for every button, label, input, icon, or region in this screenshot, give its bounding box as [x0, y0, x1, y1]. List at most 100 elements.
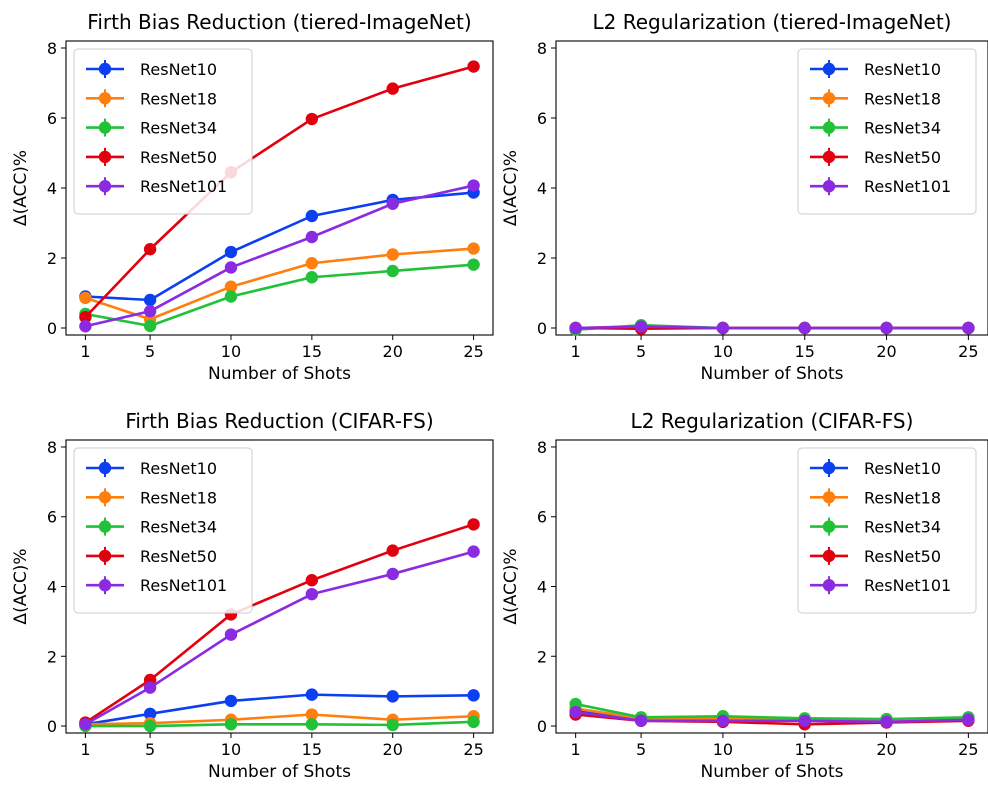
y-axis-label: Δ(ACC)%	[11, 150, 31, 226]
series-line-resnet50	[84, 65, 474, 319]
chart-panel-1: Firth Bias Reduction (tiered-ImageNet)1 5…	[11, 10, 494, 384]
x-tick-label: 1	[571, 740, 581, 759]
data-point	[386, 248, 399, 261]
x-tick-label: 1	[80, 342, 90, 361]
y-tick-label: 0	[537, 319, 547, 338]
chart-panel-2: L2 Regularization (tiered-ImageNet)1 5 10 1…	[501, 10, 988, 384]
legend-marker	[822, 461, 836, 475]
legend-label: ResNet34	[140, 119, 217, 138]
legend-box	[797, 447, 977, 614]
data-point	[224, 718, 238, 731]
legend-label: ResNet101	[140, 576, 227, 595]
data-point	[386, 544, 399, 557]
legend-box	[73, 48, 253, 215]
x-tick-label: 5	[145, 342, 155, 361]
series-line-resnet34	[575, 702, 969, 721]
legend: ResNet10 ResNet18 ResNet34 ResNet50 ResNet10…	[73, 447, 253, 614]
data-point	[467, 60, 480, 73]
x-tick-label: 15	[302, 740, 322, 759]
series-resnet101	[569, 320, 975, 335]
legend-label: ResNet18	[864, 488, 941, 507]
data-point	[386, 82, 399, 95]
y-tick-label: 6	[537, 508, 547, 527]
x-tick-label: 15	[302, 342, 322, 361]
legend: ResNet10 ResNet18 ResNet34 ResNet50 ResNet10…	[797, 447, 977, 614]
y-axis-label: Δ(ACC)%	[501, 548, 521, 624]
y-tick-label: 0	[47, 717, 57, 736]
series-line-resnet18	[85, 247, 474, 321]
y-tick-label: 0	[47, 319, 57, 338]
legend-label: ResNet101	[864, 177, 951, 196]
legend-marker	[98, 62, 112, 76]
x-tick-label: 20	[383, 740, 403, 759]
y-tick-label: 8	[537, 438, 547, 457]
y-tick-label: 6	[537, 109, 547, 128]
data-point	[143, 319, 157, 333]
y-axis-label: Δ(ACC)%	[11, 548, 31, 624]
data-point	[467, 258, 480, 271]
series-resnet101	[569, 705, 975, 729]
y-tick-label: 2	[537, 647, 547, 666]
x-tick-label: 20	[876, 342, 896, 361]
legend-marker	[822, 491, 836, 504]
data-point	[716, 321, 730, 335]
series-line-resnet101	[85, 184, 474, 328]
legend-marker	[822, 549, 836, 563]
data-point	[79, 291, 92, 305]
legend-marker	[98, 92, 112, 105]
y-tick-label: 0	[537, 717, 547, 736]
data-point	[467, 545, 480, 558]
legend-marker	[822, 579, 836, 592]
y-tick-label: 6	[47, 109, 57, 128]
x-axis-label: Number of Shots	[701, 762, 844, 782]
data-point	[305, 688, 319, 701]
x-tick-label: 20	[383, 342, 403, 361]
chart-title: Firth Bias Reduction (CIFAR-FS)	[125, 409, 433, 433]
series-line-resnet10	[85, 191, 474, 302]
legend: ResNet10 ResNet18 ResNet34 ResNet50 ResNet10…	[73, 48, 253, 215]
data-point	[305, 718, 319, 731]
legend-label: ResNet18	[140, 89, 217, 108]
series-line-resnet101	[84, 550, 474, 726]
legend-label: ResNet50	[140, 547, 217, 566]
data-point	[467, 179, 480, 192]
x-axis-label: Number of Shots	[208, 762, 351, 782]
legend-label: ResNet10	[140, 459, 217, 478]
data-point	[962, 321, 975, 335]
series-resnet101	[79, 545, 480, 731]
y-tick-label: 4	[47, 179, 57, 198]
legend-label: ResNet50	[864, 547, 941, 566]
legend-label: ResNet34	[864, 119, 941, 138]
y-tick-label: 8	[47, 39, 57, 58]
x-tick-label: 5	[636, 342, 646, 361]
x-tick-label: 25	[958, 740, 978, 759]
y-tick-label: 4	[537, 578, 547, 597]
legend-marker	[98, 491, 112, 504]
series-line-resnet34	[85, 263, 474, 328]
data-point	[224, 694, 238, 708]
series-line-resnet50	[84, 523, 474, 724]
data-point	[224, 290, 238, 303]
x-tick-label: 1	[571, 342, 581, 361]
series-line-resnet34	[85, 720, 474, 728]
data-point	[224, 628, 238, 641]
x-tick-label: 25	[463, 342, 483, 361]
data-point	[467, 242, 480, 255]
x-tick-label: 25	[463, 740, 483, 759]
data-point	[962, 713, 975, 726]
data-point	[798, 714, 811, 727]
legend-box	[73, 447, 253, 614]
x-tick-label: 1	[80, 740, 90, 759]
data-point	[305, 209, 319, 223]
series-resnet18	[79, 242, 480, 326]
data-point	[143, 305, 157, 318]
y-tick-label: 2	[537, 249, 547, 268]
series-line-resnet101	[575, 710, 969, 724]
data-point	[634, 714, 648, 727]
series-resnet101	[79, 179, 480, 333]
data-point	[386, 567, 399, 581]
data-point	[386, 197, 399, 210]
x-tick-label: 10	[221, 342, 241, 361]
y-tick-label: 8	[47, 438, 57, 457]
